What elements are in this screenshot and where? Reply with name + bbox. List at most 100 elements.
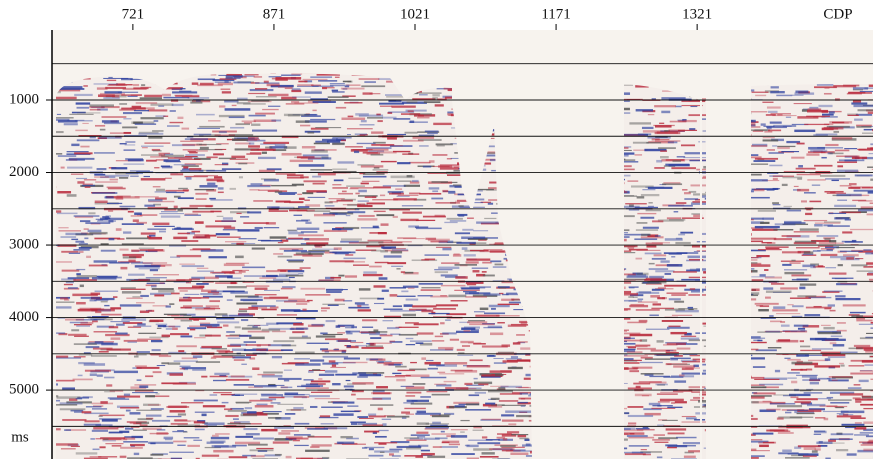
texture-stroke [380,195,385,197]
texture-stroke [173,237,187,240]
texture-stroke [862,396,872,398]
texture-stroke [754,379,779,380]
texture-stroke [675,242,690,244]
texture-stroke [824,238,830,240]
texture-stroke [473,270,480,272]
texture-stroke [816,442,832,444]
texture-stroke [55,306,71,308]
texture-stroke [820,175,845,177]
texture-stroke [76,273,81,275]
texture-stroke [261,394,277,395]
texture-stroke [748,450,770,451]
texture-stroke [230,159,248,160]
texture-stroke [332,91,345,92]
texture-stroke [415,226,428,228]
texture-stroke [790,397,798,399]
texture-stroke [168,326,175,328]
texture-stroke [794,103,812,104]
texture-stroke [450,220,466,222]
texture-stroke [668,205,693,207]
texture-stroke [294,358,310,359]
texture-stroke [297,386,320,387]
texture-stroke [501,344,510,346]
texture-stroke [470,359,483,361]
texture-stroke [637,348,656,350]
texture-stroke [128,260,135,262]
texture-stroke [660,392,683,393]
texture-stroke [162,166,172,168]
texture-stroke [194,337,206,338]
texture-stroke [810,382,819,385]
texture-stroke [802,265,815,268]
texture-stroke [490,250,508,252]
texture-stroke [347,405,358,407]
texture-stroke [105,175,129,177]
texture-stroke [426,360,433,361]
texture-stroke [670,121,687,123]
texture-stroke [295,423,310,425]
y-tick-label: 4000 [9,309,39,325]
page: {"chart_data": {"type": "seismic", "x_la… [0,0,873,459]
texture-stroke [670,358,678,360]
texture-stroke [174,360,198,361]
texture-stroke [256,349,266,351]
texture-stroke [284,370,292,371]
texture-stroke [146,160,157,162]
texture-stroke [287,174,304,176]
texture-stroke [432,340,444,341]
texture-stroke [672,315,692,316]
texture-stroke [309,395,330,397]
texture-stroke [232,270,242,271]
texture-stroke [327,140,340,142]
texture-stroke [382,423,386,426]
texture-stroke [99,415,124,417]
texture-stroke [278,378,302,380]
texture-stroke [259,170,275,172]
texture-stroke [688,450,701,452]
texture-stroke [363,176,387,178]
texture-stroke [770,321,782,323]
texture-stroke [397,181,411,182]
texture-stroke [474,311,485,312]
texture-stroke [213,450,233,453]
texture-stroke [173,383,196,385]
texture-stroke [333,171,357,172]
texture-stroke [301,158,321,159]
texture-stroke [92,321,98,323]
texture-stroke [376,214,394,216]
texture-stroke [252,248,265,250]
texture-stroke [62,419,86,421]
texture-stroke [238,163,247,165]
texture-stroke [447,174,460,176]
texture-stroke [302,309,306,311]
texture-stroke [124,163,145,164]
texture-stroke [282,345,297,347]
texture-stroke [273,441,289,443]
texture-stroke [294,102,318,103]
texture-stroke [217,216,224,217]
texture-stroke [222,168,241,170]
texture-stroke [483,275,495,277]
texture-stroke [671,256,675,257]
texture-stroke [627,322,646,324]
texture-stroke [373,186,391,188]
texture-stroke [461,328,475,330]
texture-stroke [162,94,171,97]
texture-stroke [858,109,873,111]
texture-stroke [76,102,90,104]
texture-stroke [370,337,381,339]
texture-stroke [759,384,783,386]
texture-stroke [807,404,825,406]
texture-stroke [382,419,391,420]
texture-stroke [680,232,693,234]
texture-stroke [255,405,274,407]
texture-stroke [247,211,261,213]
texture-stroke [225,78,240,79]
texture-stroke [672,160,681,162]
texture-stroke [465,292,490,294]
texture-stroke [73,249,89,251]
texture-stroke [681,336,696,337]
texture-stroke [112,445,122,446]
texture-stroke [101,250,116,252]
texture-stroke [159,231,166,233]
